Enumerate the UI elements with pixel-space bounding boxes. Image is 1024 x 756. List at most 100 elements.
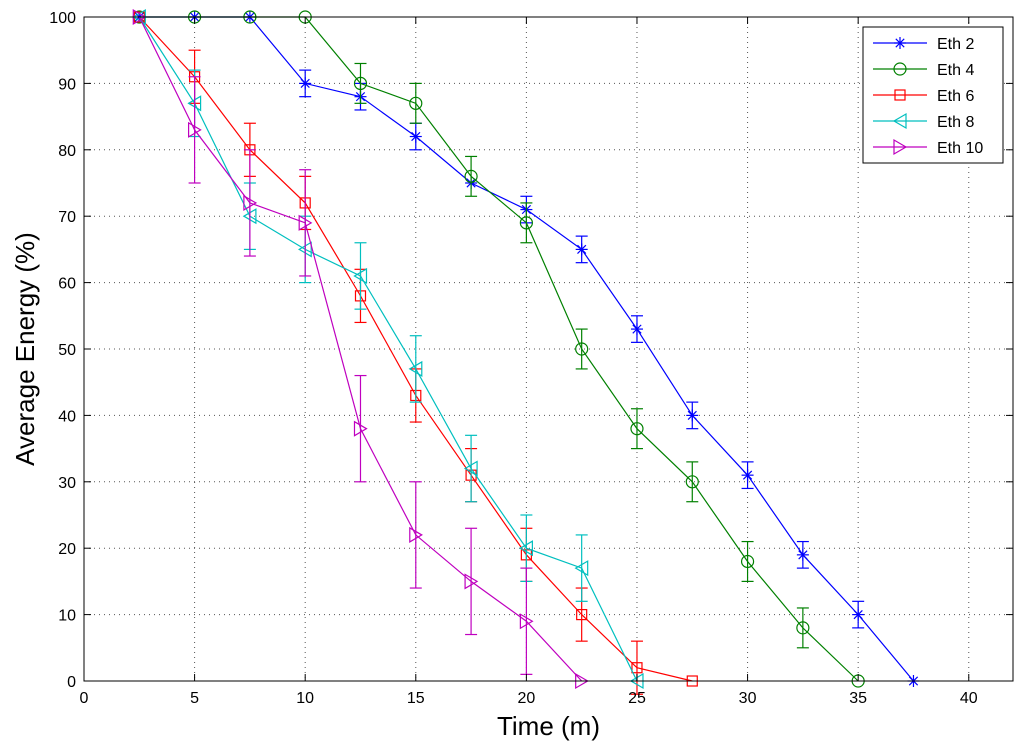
data-point (519, 540, 533, 557)
x-tick-label: 40 (960, 690, 978, 707)
legend-label: Eth 10 (937, 140, 983, 157)
marker-stroke (632, 324, 642, 334)
error-bar (520, 567, 533, 675)
data-point (187, 121, 202, 138)
data-point (574, 560, 589, 577)
data-point (685, 475, 699, 489)
x-tick-label: 10 (296, 690, 314, 707)
error-bar (630, 640, 643, 695)
legend-label: Eth 6 (937, 88, 974, 105)
error-bar (354, 242, 367, 310)
data-point (630, 422, 644, 436)
marker-stroke (577, 244, 587, 255)
data-point (464, 169, 478, 183)
data-point (519, 216, 533, 230)
data-point (409, 96, 423, 110)
error-bar (630, 408, 643, 450)
legend-marker (894, 37, 906, 49)
y-tick-label: 40 (58, 408, 76, 425)
y-tick-label: 70 (58, 209, 76, 226)
error-bar (354, 374, 367, 483)
y-tick-label: 30 (58, 475, 76, 492)
error-bar (686, 461, 699, 503)
data-point (852, 608, 865, 621)
error-bar (243, 149, 256, 257)
y-tick-label: 10 (58, 608, 76, 625)
data-point (686, 409, 699, 422)
error-bar (520, 202, 533, 244)
error-bar (575, 534, 588, 602)
error-bar (465, 434, 478, 503)
x-tick-label: 0 (80, 690, 89, 707)
marker-stroke (742, 470, 753, 480)
error-bar (465, 155, 478, 197)
error-bar (465, 527, 478, 636)
data-point (575, 243, 588, 256)
series-line-eth-8 (138, 16, 638, 682)
data-point (409, 526, 423, 543)
marker-stroke (300, 78, 310, 89)
axes (83, 16, 1014, 682)
legend-marker (893, 138, 908, 156)
y-tick-label: 0 (67, 674, 76, 691)
data-point (298, 214, 313, 231)
data-point (409, 130, 422, 143)
error-bar (575, 328, 588, 370)
legend-entry-eth-10: Eth 10 (873, 138, 983, 157)
error-bar (188, 76, 201, 184)
marker-stroke (798, 550, 808, 560)
data-point (408, 360, 423, 377)
y-axis-label: Average Energy (%) (10, 232, 40, 466)
legend-label: Eth 4 (937, 62, 974, 79)
tick-labels: 0 5 10 15 20 25 30 35 40 0 10 20 30 40 50 60 70 80 90 100 (49, 10, 977, 707)
data-point (740, 554, 755, 569)
legend-label: Eth 2 (937, 36, 974, 53)
error-bar (741, 540, 754, 583)
series-line-eth-10 (138, 16, 583, 682)
data-point (463, 460, 478, 477)
series-group (132, 8, 920, 695)
legend-entry-eth-6: Eth 6 (873, 88, 974, 105)
error-bar (409, 481, 422, 589)
y-tick-label: 100 (49, 10, 76, 27)
legend-entry-eth-2: Eth 2 (873, 36, 974, 53)
data-point (576, 608, 588, 621)
data-point (299, 77, 312, 90)
error-bar (409, 335, 422, 403)
x-tick-label: 35 (849, 690, 867, 707)
y-tick-label: 80 (58, 143, 76, 160)
legend-marker (894, 89, 906, 101)
data-point (353, 267, 368, 285)
y-tick-label: 50 (58, 342, 76, 359)
data-point (243, 194, 258, 211)
data-point (741, 469, 754, 482)
error-bar (409, 82, 422, 124)
data-point (631, 662, 643, 674)
x-tick-label: 20 (517, 690, 535, 707)
legend-entry-eth-8: Eth 8 (873, 112, 974, 131)
legend-marker (892, 112, 907, 130)
error-bar (796, 607, 809, 649)
x-tick-label: 15 (407, 690, 425, 707)
legend: Eth 2 Eth 4 Eth 6 Eth 8 Eth 10 (862, 26, 1004, 164)
error-bar (354, 62, 367, 104)
marker-stroke (853, 609, 863, 620)
y-tick-label: 60 (58, 276, 76, 293)
data-point (630, 323, 643, 336)
data-point (575, 342, 589, 356)
error-bar (299, 169, 312, 277)
legend-marker (893, 62, 907, 76)
series-eth-10 (132, 8, 589, 690)
x-tick-label: 30 (739, 690, 757, 707)
data-point (464, 573, 479, 590)
marker-stroke (895, 38, 905, 48)
data-point (519, 613, 534, 630)
x-axis-label: Time (m) (497, 711, 600, 741)
y-tick-label: 90 (58, 76, 76, 93)
x-tick-label: 5 (190, 690, 199, 707)
data-point (353, 76, 368, 91)
legend-label: Eth 8 (937, 114, 974, 131)
marker-stroke (687, 410, 697, 421)
